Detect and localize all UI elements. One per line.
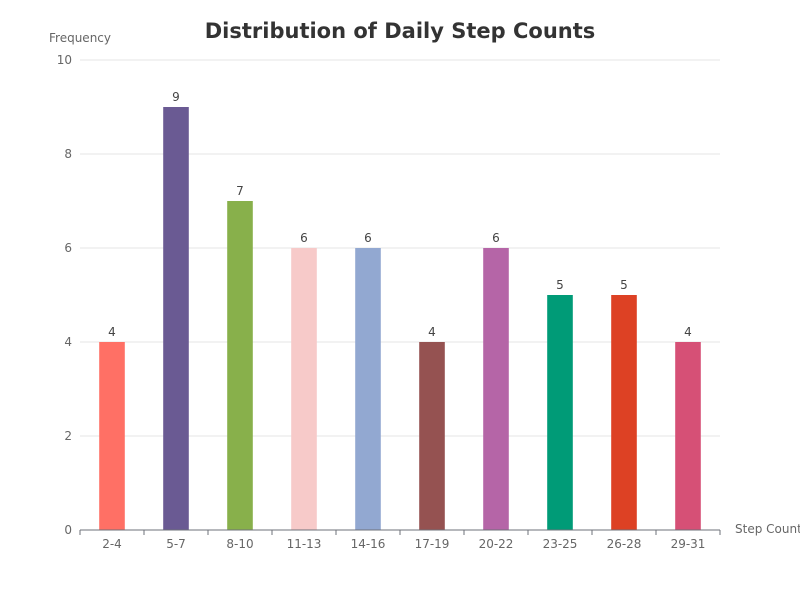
data-label: 4 bbox=[108, 325, 116, 339]
y-axis-ticks: 0 2 4 6 8 10 bbox=[57, 53, 72, 537]
y-tick-label: 10 bbox=[57, 53, 72, 67]
y-tick-label: 4 bbox=[64, 335, 72, 349]
bar bbox=[419, 342, 445, 530]
x-tick-label: 8-10 bbox=[226, 537, 253, 551]
x-tick-label: 11-13 bbox=[287, 537, 322, 551]
data-label: 6 bbox=[300, 231, 308, 245]
y-tick-label: 8 bbox=[64, 147, 72, 161]
bar bbox=[547, 295, 573, 530]
bar bbox=[483, 248, 509, 530]
x-tick-label: 14-16 bbox=[351, 537, 386, 551]
x-tick-label: 26-28 bbox=[607, 537, 642, 551]
bars bbox=[99, 107, 701, 530]
x-tick-label: 2-4 bbox=[102, 537, 122, 551]
y-tick-label: 0 bbox=[64, 523, 72, 537]
data-label: 6 bbox=[492, 231, 500, 245]
data-label: 6 bbox=[364, 231, 372, 245]
x-axis: 2-4 5-7 8-10 11-13 14-16 17-19 20-22 23-25 26-28… bbox=[79, 529, 721, 551]
data-label: 5 bbox=[556, 278, 564, 292]
data-label: 5 bbox=[620, 278, 628, 292]
x-tick-label: 23-25 bbox=[543, 537, 578, 551]
bar bbox=[227, 201, 253, 530]
data-label: 7 bbox=[236, 184, 244, 198]
data-label: 4 bbox=[428, 325, 436, 339]
x-tick-label: 17-19 bbox=[415, 537, 450, 551]
data-label: 9 bbox=[172, 90, 180, 104]
x-axis-label: Step Count bbox=[735, 522, 800, 536]
y-tick-label: 2 bbox=[64, 429, 72, 443]
data-labels: 4 9 7 6 6 4 6 5 5 4 bbox=[108, 90, 692, 339]
bar bbox=[355, 248, 381, 530]
bar bbox=[163, 107, 189, 530]
y-axis-label: Frequency bbox=[49, 31, 111, 45]
data-label: 4 bbox=[684, 325, 692, 339]
bar bbox=[611, 295, 637, 530]
chart-title: Distribution of Daily Step Counts bbox=[204, 19, 596, 43]
x-tick-label: 5-7 bbox=[166, 537, 186, 551]
bar bbox=[291, 248, 317, 530]
x-tick-label: 29-31 bbox=[671, 537, 706, 551]
bar bbox=[675, 342, 701, 530]
y-tick-label: 6 bbox=[64, 241, 72, 255]
bar bbox=[99, 342, 125, 530]
x-tick-label: 20-22 bbox=[479, 537, 514, 551]
